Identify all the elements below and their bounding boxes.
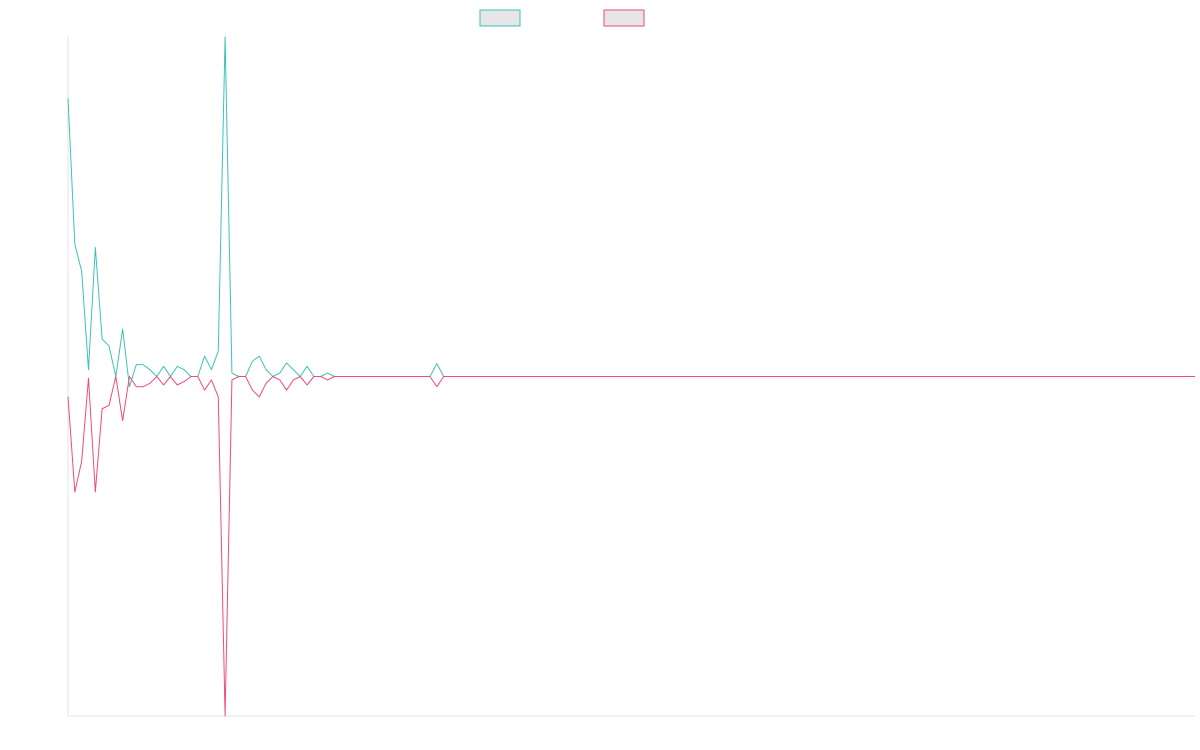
series-line-2[interactable]: [67, 376, 1195, 717]
legend-swatch-series-1[interactable]: [479, 9, 521, 27]
series-line-1[interactable]: [67, 36, 1195, 388]
plot-area: [67, 36, 1195, 717]
legend-swatch-series-2[interactable]: [603, 9, 645, 27]
legend[interactable]: [479, 9, 645, 27]
axes: [67, 37, 1195, 717]
